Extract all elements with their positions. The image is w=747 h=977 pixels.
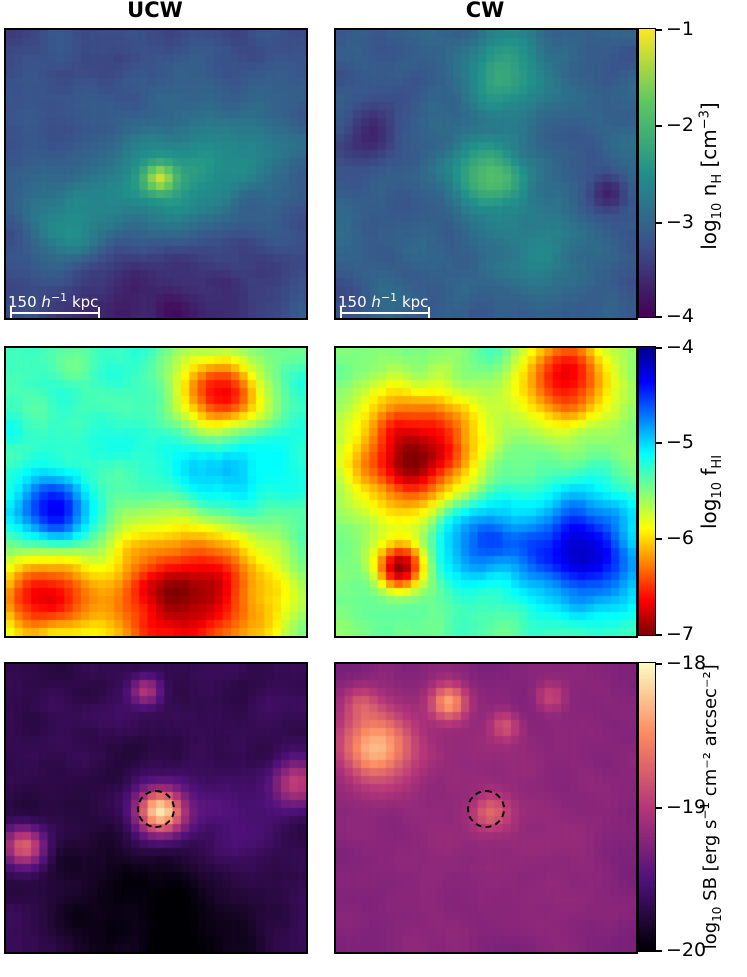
scale-bar-unit: kpc [401,293,429,311]
label-log: log [697,498,721,530]
colorbar-label-density: log10 nH [cm−3] [697,66,725,286]
label-quantity-sub: HI [710,454,725,469]
colorbar-tick-label: −5 [666,431,695,453]
colorbar-tick [656,222,662,224]
scale-bar-label: 150 h−1 kpc [8,291,100,311]
density-map-ucw-image [6,30,306,318]
scale-bar-value: 150 [338,293,367,311]
label-units-exp: −3 [697,110,713,130]
label-quantity: SB [erg s [700,819,722,907]
scale-bar-ucw: 150 h−1 kpc [8,291,100,318]
scale-bar-value: 150 [8,293,37,311]
hi-fraction-map-cw-image [336,348,636,636]
colorbar-tick [656,125,662,127]
surface-brightness-map-cw [334,662,638,954]
colorbar-tick [656,663,662,665]
colorbar-tick-label: −20 [666,939,707,961]
colorbar-tick-label: −4 [666,305,695,327]
colorbar-hi-fraction [638,346,656,636]
colorbar-label-hi-fraction: log10 fHI [697,432,725,552]
label-log: log [697,219,721,250]
colorbar-tick [656,634,662,636]
label-log-base: 10 [710,202,725,220]
colorbar-density [638,28,656,318]
colorbar-tick-label: −6 [666,527,695,549]
scale-bar-h: h [41,293,51,311]
label-quantity: f [697,468,721,482]
colorbar-tick-label: −7 [666,623,695,645]
label-quantity: n [697,183,721,203]
column-title-ucw: UCW [127,0,183,22]
colorbar-tick [656,538,662,540]
label-end: ] [697,102,721,111]
scale-bar-cw: 150 h−1 kpc [338,291,430,318]
colorbar-tick-label: −1 [666,18,695,40]
colorbar-tick [656,29,662,31]
label-quantity-sub: H [710,173,725,184]
scale-bar-h: h [371,293,381,311]
colorbar-tick [656,347,662,349]
density-map-cw-image [336,30,636,318]
colorbar-tick [656,807,662,809]
colorbar-tick-label: −19 [666,796,707,818]
galaxy-marker-circle [467,790,505,828]
colorbar-tick [656,316,662,318]
scale-bar-unit: kpc [71,293,99,311]
hi-fraction-map-cw [334,346,638,638]
colorbar-tick [656,950,662,952]
scale-bar-exp: −1 [50,291,68,304]
label-units: [cm [697,129,721,174]
scale-bar-exp: −1 [380,291,398,304]
colorbar-tick-label: −18 [666,652,707,674]
label-log-base: 10 [709,906,724,922]
density-map-cw: 150 h−1 kpc [334,28,638,320]
galaxy-marker-circle [137,790,175,828]
label-log: log [700,921,722,950]
colorbar-tick-label: −3 [666,211,695,233]
label-end: cm⁻² arcsec⁻²] [700,664,722,802]
scale-bar-label: 150 h−1 kpc [338,291,430,311]
label-units-exp: −1 [698,801,713,820]
colorbar-surface-brightness [638,662,656,952]
colorbar-label-surface-brightness: log10 SB [erg s−1 cm⁻² arcsec⁻²] [698,657,724,957]
colorbar-tick-label: −2 [666,114,695,136]
scale-bar-line [340,307,430,318]
hi-fraction-map-ucw [4,346,308,638]
hi-fraction-map-ucw-image [6,348,306,636]
colorbar-tick-label: −4 [666,336,695,358]
density-map-ucw: 150 h−1 kpc [4,28,308,320]
surface-brightness-map-ucw [4,662,308,954]
label-log-base: 10 [710,481,725,499]
colorbar-tick [656,442,662,444]
scale-bar-line [10,307,100,318]
column-title-cw: CW [465,0,505,22]
